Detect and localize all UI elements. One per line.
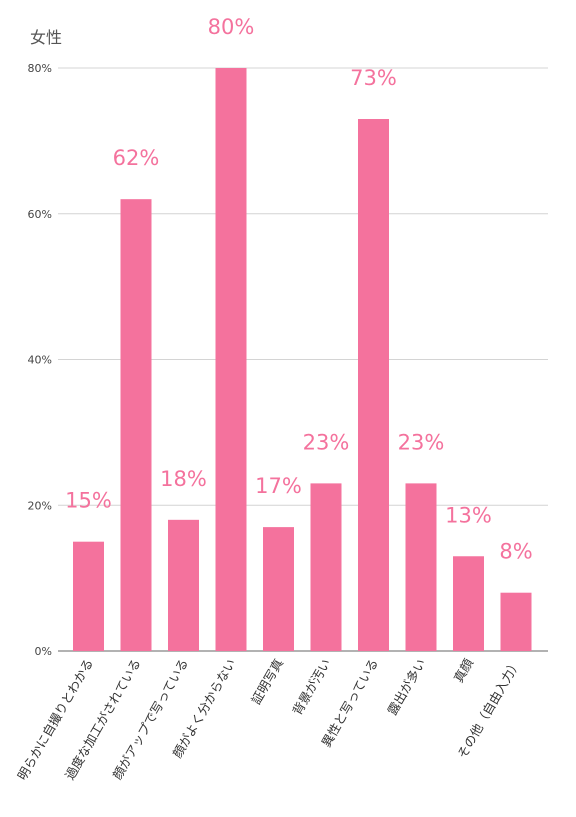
y-tick-label: 80% [28,62,52,75]
y-tick-label: 0% [35,645,52,658]
x-tick-label: 背景が汚い [289,656,333,718]
bar [358,119,389,651]
x-tick-label: 露出が多い [384,656,428,718]
y-tick-label: 40% [28,354,52,367]
y-tick-label: 60% [28,208,52,221]
bar [215,68,247,651]
bar [453,556,484,651]
bar [120,199,152,652]
bar [310,483,342,651]
y-tick-label: 20% [28,499,52,512]
bar [168,519,199,651]
x-tick-label: 証明写真 [248,656,286,707]
bar [73,541,104,651]
data-label: 80% [208,15,255,39]
data-label: 23% [398,430,445,454]
data-label: 15% [65,489,112,513]
bar [500,592,532,651]
data-label: 17% [255,474,302,498]
bar [405,483,437,651]
bar [263,527,294,651]
chart-title: 女性 [30,28,63,47]
data-label: 18% [160,467,207,491]
data-label: 8% [499,540,532,564]
x-tick-label: 真顔 [451,656,477,686]
data-label: 13% [445,503,492,527]
data-label: 23% [303,430,350,454]
data-label: 73% [350,66,397,90]
data-label: 62% [113,146,160,170]
